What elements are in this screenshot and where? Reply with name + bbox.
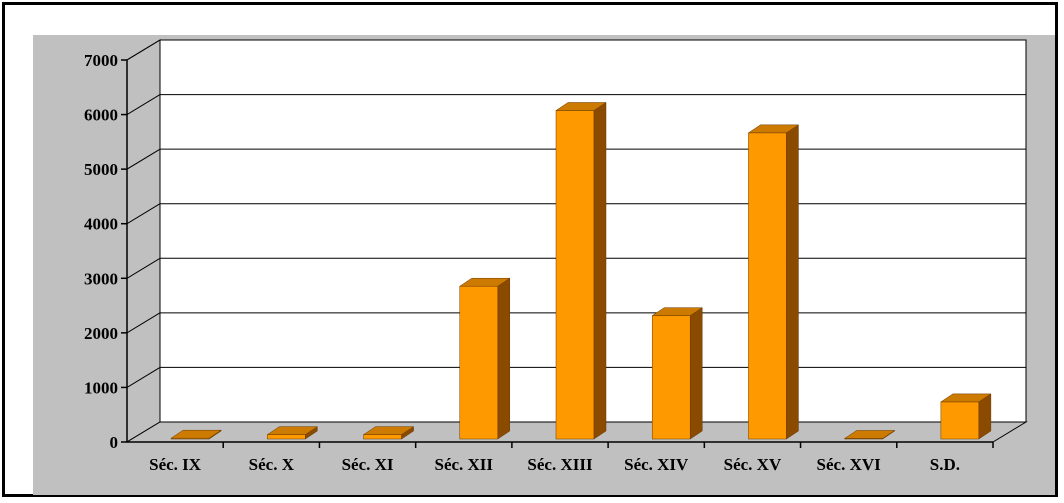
side-wall [126,39,161,443]
bar [170,429,222,440]
bar-front [363,434,402,440]
bar-side [786,124,799,440]
bar-front [940,401,980,440]
bar-top [843,430,896,439]
x-tick-label: Séc. XIV [624,455,689,474]
y-axis: 0 1000 2000 3000 4000 5000 6000 7000 [84,51,128,452]
gridline-side [126,203,161,225]
x-tick-label: Séc. XI [342,455,394,474]
bar [747,124,800,440]
x-tick-label: Séc. IX [149,455,202,474]
bar [940,393,992,440]
bar-side [593,102,607,440]
bar [843,429,896,440]
bar-top [747,124,800,134]
bar [651,307,704,440]
bar-front [748,132,787,440]
bar-front [555,110,595,440]
bar-side [689,307,703,440]
bar-top [170,429,222,439]
x-tick-label: Séc. XII [434,455,493,474]
y-tick-label: 1000 [84,378,118,397]
x-tick-label: S.D. [930,455,960,474]
bar-front [651,315,691,440]
bar-front [267,434,306,440]
bar [362,426,415,440]
bar-front [459,285,499,440]
bar-top [266,426,319,435]
x-tick-label: Séc. XIII [527,455,593,474]
y-tick-label: 0 [110,433,119,452]
gridline-side [126,39,161,61]
y-tick-label: 4000 [84,215,118,234]
x-tick-label: Séc. XVI [817,455,882,474]
x-tick-label: Séc. XV [724,455,782,474]
bar-top [555,102,607,111]
gridline-side [126,148,161,170]
chart-frame: 0 1000 2000 3000 4000 5000 6000 7000 Séc. IX Séc… [2,2,1058,497]
y-tick-label: 5000 [84,160,118,179]
bar-side [497,277,511,440]
y-tick-label: 3000 [84,269,118,288]
bar-top [940,393,992,403]
bar-top [362,426,415,435]
bar [266,426,319,440]
bar-top [651,307,704,316]
bar [458,277,511,440]
gridline-side [126,367,161,388]
y-tick-label: 7000 [84,51,118,70]
gridline-side [126,312,161,334]
bar-top [458,277,511,287]
gridline-side [126,94,161,115]
x-axis: Séc. IX Séc. X Séc. XI Séc. XII Séc. XIII Séc… [127,441,994,474]
gridline-side [126,257,161,279]
bar [555,102,607,440]
y-tick-label: 6000 [84,106,118,125]
bars [170,102,992,440]
x-tick-label: Séc. X [249,455,295,474]
y-tick-label: 2000 [84,324,118,343]
